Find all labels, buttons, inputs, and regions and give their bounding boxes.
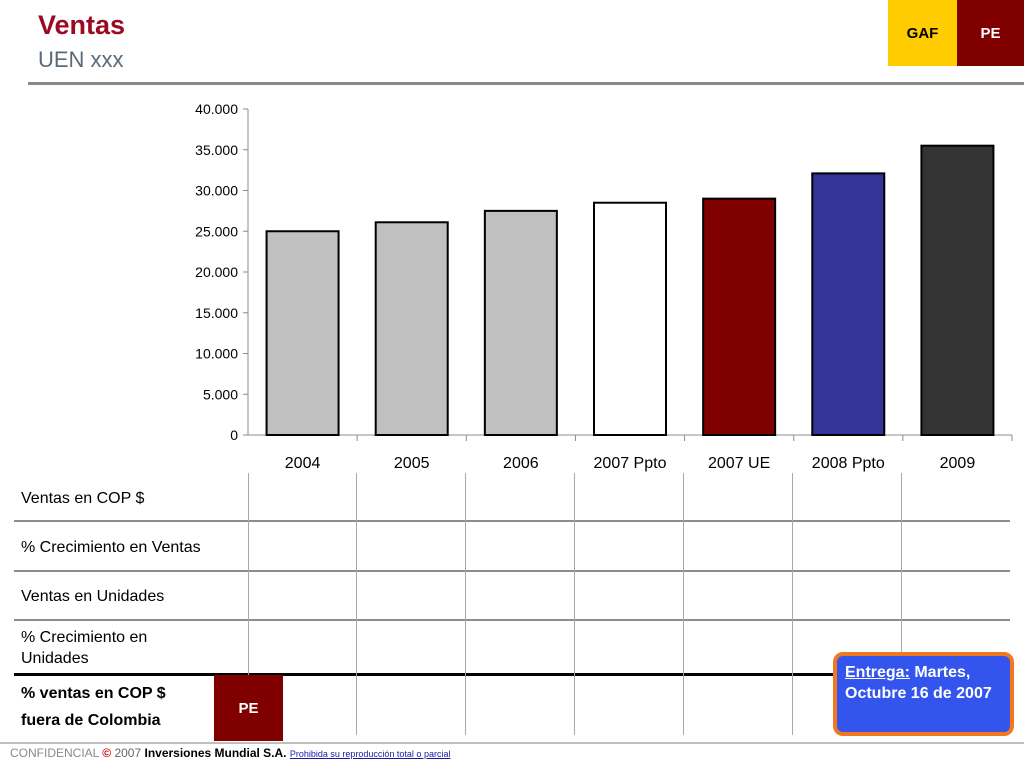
- table-col-divider: [356, 473, 357, 735]
- footer-company: Inversiones Mundial S.A.: [144, 746, 287, 760]
- header-divider: [28, 82, 1024, 85]
- bar-2006: [483, 209, 558, 436]
- delivery-callout: Entrega: Martes, Octubre 16 de 2007: [833, 652, 1014, 736]
- footer-divider: [0, 742, 1024, 744]
- bar-2004: [265, 230, 340, 436]
- y-tick-label: 0: [230, 427, 238, 443]
- x-category-label: 2005: [394, 455, 430, 472]
- table-col-divider: [465, 473, 466, 735]
- bar-2007-ue: [702, 197, 777, 437]
- footer: CONFIDENCIAL © 2007 Inversiones Mundial …: [10, 746, 450, 760]
- y-tick-label: 15.000: [195, 305, 238, 321]
- bar-2007-ppto: [593, 201, 667, 436]
- table-col-divider: [901, 473, 902, 735]
- y-tick-label: 5.000: [203, 386, 238, 402]
- row-label-sales-cop: Ventas en COP $: [21, 490, 145, 507]
- y-tick-label: 25.000: [195, 223, 238, 239]
- table-rule-1: [14, 520, 1010, 522]
- callout-key: Entrega:: [845, 664, 910, 681]
- y-tick-label: 35.000: [195, 142, 238, 158]
- callout-text: Martes, Octubre 16 de 2007: [845, 664, 992, 702]
- y-tick-label: 10.000: [195, 346, 238, 362]
- footer-year: 2007: [114, 746, 142, 760]
- bar-2009: [920, 144, 995, 437]
- table-col-divider: [248, 473, 249, 735]
- sales-bar-chart: 0 5.000 10.000 15.000 20.000 25.000 30.000 35.0…: [195, 101, 1013, 472]
- row-label-units-growth: % Crecimiento en Unidades: [21, 629, 148, 667]
- page-title: Ventas: [38, 10, 126, 40]
- x-category-label: 2007 Ppto: [594, 455, 667, 472]
- x-category-label: 2004: [285, 455, 321, 472]
- x-category-label: 2007 UE: [708, 455, 770, 472]
- bar-2008-ppto: [811, 172, 886, 436]
- table-col-divider: [683, 473, 684, 735]
- page-subtitle: UEN xxx: [38, 47, 124, 72]
- pe-badge: PE: [957, 0, 1024, 66]
- pe-cell-badge: PE: [214, 675, 283, 741]
- bar-2005: [374, 221, 449, 436]
- row-label-sales-abroad: % ventas en COP $ fuera de Colombia: [21, 685, 166, 729]
- footer-notice-link[interactable]: Prohibida su reproducción total o parcia…: [289, 749, 451, 759]
- x-category-label: 2006: [503, 455, 539, 472]
- x-category-label: 2009: [940, 455, 976, 472]
- row-label-sales-growth: % Crecimiento en Ventas: [21, 539, 201, 556]
- y-tick-label: 30.000: [195, 183, 238, 199]
- table-rule-2: [14, 570, 1010, 572]
- y-tick-label: 40.000: [195, 101, 238, 117]
- table-rule-4: [14, 673, 1010, 676]
- x-category-label: 2008 Ppto: [812, 455, 885, 472]
- gaf-badge: GAF: [888, 0, 957, 66]
- table-col-divider: [574, 473, 575, 735]
- copyright-icon: ©: [102, 746, 112, 760]
- table-rule-3: [14, 619, 1010, 621]
- footer-confidential: CONFIDENCIAL: [10, 746, 99, 760]
- y-tick-label: 20.000: [195, 264, 238, 280]
- row-label-units: Ventas en Unidades: [21, 588, 165, 605]
- table-col-divider: [792, 473, 793, 735]
